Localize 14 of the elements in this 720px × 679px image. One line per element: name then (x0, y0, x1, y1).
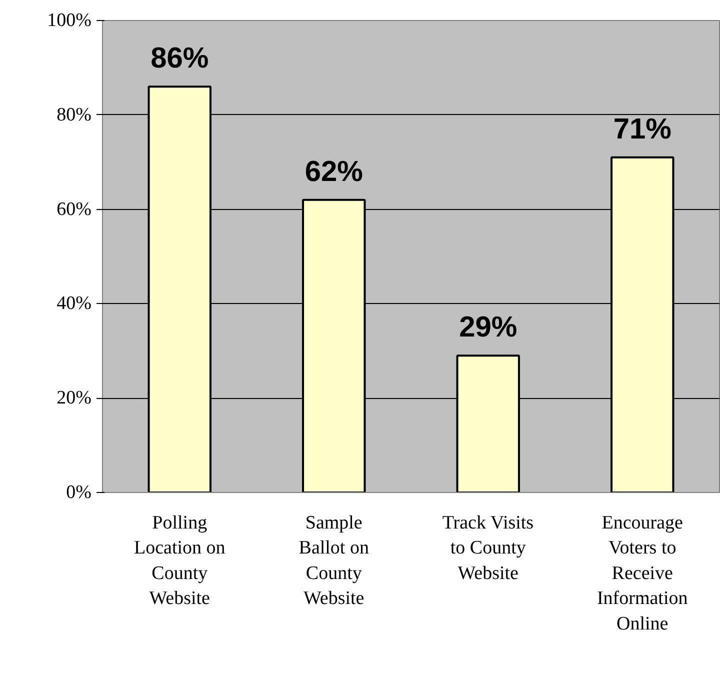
y-tick-label: 20% (56, 388, 92, 409)
y-tick-label: 0% (66, 482, 92, 503)
x-tick-label: Sample Ballot on County Website (298, 512, 370, 610)
x-tick-label: Encourage Voters to Receive Information Online (597, 512, 688, 634)
x-tick-label: Polling Location on County Website (134, 512, 226, 610)
y-tick-label: 80% (56, 104, 92, 126)
data-label: 86% (150, 42, 209, 75)
x-tick-label: Track Visits to County Website (442, 512, 534, 584)
data-label: 29% (459, 312, 518, 344)
y-tick-label: 100% (47, 10, 92, 31)
y-tick-label: 40% (56, 293, 92, 314)
data-label: 62% (304, 156, 364, 188)
y-tick-label: 60% (56, 198, 92, 220)
data-label: 71% (613, 113, 672, 146)
